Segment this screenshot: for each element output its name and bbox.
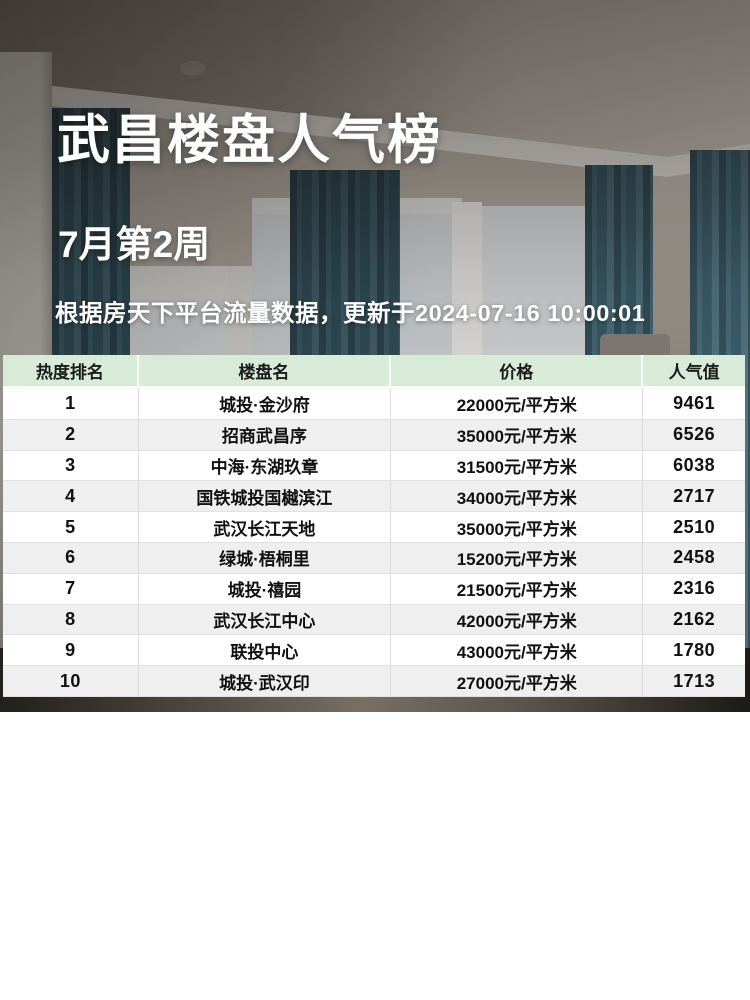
name-cell: 城投·禧园 [138, 573, 392, 605]
popularity-cell: 9461 [643, 389, 745, 420]
name-cell: 联投中心 [138, 635, 392, 667]
column-header-price: 价格 [391, 355, 644, 389]
popularity-cell: 2162 [643, 604, 745, 636]
price-cell: 34000元/平方米 [391, 481, 644, 513]
rank-cell: 9 [3, 635, 139, 667]
popularity-cell: 6038 [643, 450, 745, 482]
price-cell: 27000元/平方米 [391, 666, 644, 697]
price-cell: 15200元/平方米 [391, 542, 644, 574]
table-row: 2 招商武昌序 35000元/平方米 6526 [3, 419, 745, 451]
name-cell: 武汉长江中心 [138, 604, 392, 636]
name-cell: 武汉长江天地 [138, 512, 392, 543]
column-header-name: 楼盘名 [138, 355, 392, 389]
rank-cell: 7 [3, 573, 139, 605]
page-title: 武昌楼盘人气榜 [57, 111, 442, 170]
column-header-popularity: 人气值 [643, 355, 745, 389]
name-cell: 国铁城投国樾滨江 [138, 481, 392, 513]
rank-cell: 8 [3, 604, 139, 636]
name-cell: 绿城·梧桐里 [138, 542, 392, 574]
price-cell: 43000元/平方米 [391, 635, 644, 667]
popularity-cell: 2510 [643, 512, 745, 543]
rank-cell: 1 [3, 389, 139, 420]
popularity-cell: 2316 [643, 573, 745, 605]
popularity-cell: 2458 [643, 542, 745, 574]
table-row: 1 城投·金沙府 22000元/平方米 9461 [3, 389, 745, 420]
table-row: 4 国铁城投国樾滨江 34000元/平方米 2717 [3, 481, 745, 513]
price-cell: 35000元/平方米 [391, 512, 644, 543]
name-cell: 城投·金沙府 [138, 389, 392, 420]
column-header-rank: 热度排名 [3, 355, 139, 389]
table-row: 6 绿城·梧桐里 15200元/平方米 2458 [3, 542, 745, 574]
popularity-cell: 6526 [643, 419, 745, 451]
name-cell: 招商武昌序 [138, 419, 392, 451]
name-cell: 中海·东湖玖章 [138, 450, 392, 482]
price-cell: 22000元/平方米 [391, 389, 644, 420]
rank-cell: 2 [3, 419, 139, 451]
data-source-note: 根据房天下平台流量数据，更新于2024-07-16 10:00:01 [55, 300, 646, 326]
price-cell: 21500元/平方米 [391, 573, 644, 605]
table-row: 7 城投·禧园 21500元/平方米 2316 [3, 573, 745, 605]
price-cell: 42000元/平方米 [391, 604, 644, 636]
table-header-row: 热度排名 楼盘名 价格 人气值 [3, 355, 745, 389]
rank-cell: 4 [3, 481, 139, 513]
price-cell: 35000元/平方米 [391, 419, 644, 451]
rank-cell: 3 [3, 450, 139, 482]
table-row: 10 城投·武汉印 27000元/平方米 1713 [3, 666, 745, 697]
table-row: 3 中海·东湖玖章 31500元/平方米 6038 [3, 450, 745, 482]
ranking-table-container: 热度排名 楼盘名 价格 人气值 1 城投·金沙府 22000元/平方米 9461 2 招商… [3, 355, 745, 697]
table-row: 5 武汉长江天地 35000元/平方米 2510 [3, 512, 745, 543]
table-row: 8 武汉长江中心 42000元/平方米 2162 [3, 604, 745, 636]
ranking-table-body: 1 城投·金沙府 22000元/平方米 9461 2 招商武昌序 35000元/平方米 652… [3, 389, 745, 697]
rank-cell: 5 [3, 512, 139, 543]
table-row: 9 联投中心 43000元/平方米 1780 [3, 635, 745, 667]
price-cell: 31500元/平方米 [391, 450, 644, 482]
name-cell: 城投·武汉印 [138, 666, 392, 697]
rank-cell: 10 [3, 666, 139, 697]
popularity-cell: 2717 [643, 481, 745, 513]
popularity-cell: 1780 [643, 635, 745, 667]
period-subtitle: 7月第2周 [58, 224, 211, 265]
ranking-table: 热度排名 楼盘名 价格 人气值 1 城投·金沙府 22000元/平方米 9461 2 招商… [3, 355, 745, 697]
rank-cell: 6 [3, 542, 139, 574]
popularity-cell: 1713 [643, 666, 745, 697]
